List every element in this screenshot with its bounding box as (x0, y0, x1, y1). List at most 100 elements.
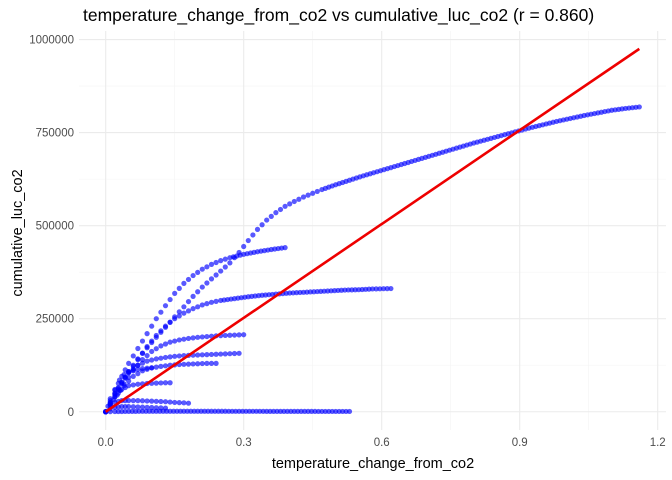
data-point (222, 332, 228, 339)
data-point (185, 308, 192, 314)
data-point (149, 365, 155, 371)
data-point (112, 386, 118, 393)
data-point (107, 396, 113, 402)
data-point (135, 404, 141, 410)
data-point (139, 365, 146, 372)
data-point (172, 353, 178, 359)
data-point (384, 286, 390, 292)
data-point (218, 351, 224, 357)
data-point (296, 196, 302, 202)
data-point (282, 203, 288, 209)
data-point (213, 351, 219, 357)
data-point (144, 352, 150, 359)
data-point (158, 363, 164, 369)
data-point (158, 328, 164, 334)
data-point (149, 338, 155, 344)
data-point (181, 361, 187, 367)
data-point (158, 398, 164, 405)
data-point (310, 190, 316, 196)
y-tick-label: 500000 (36, 221, 74, 233)
data-point (158, 343, 164, 349)
data-point (254, 226, 261, 232)
data-point (153, 332, 159, 339)
data-point (213, 298, 219, 304)
y-axis-tick-labels: 0 250000 500000 750000 1000000 (29, 35, 74, 419)
data-point (130, 373, 136, 379)
y-tick-label: 0 (68, 407, 74, 419)
x-tick-label: 0.9 (512, 437, 528, 449)
data-point (115, 390, 121, 396)
data-point (153, 316, 159, 322)
data-point (139, 404, 146, 410)
data-point (222, 264, 228, 270)
data-point (126, 383, 132, 389)
data-point (176, 353, 182, 359)
data-point (218, 258, 224, 264)
y-tick-label: 1000000 (29, 35, 74, 47)
data-point (204, 333, 210, 340)
data-point (199, 352, 205, 358)
data-point (135, 381, 141, 387)
data-point (227, 351, 233, 357)
data-point (162, 341, 169, 347)
data-point (130, 398, 136, 404)
data-point (204, 360, 210, 366)
y-tick-label: 750000 (36, 128, 74, 140)
data-point (185, 298, 192, 305)
data-point (190, 306, 196, 312)
data-point (222, 256, 228, 262)
data-point (162, 354, 169, 361)
data-point (135, 345, 141, 352)
data-point (231, 332, 238, 338)
data-point (282, 245, 288, 251)
data-point (149, 348, 155, 355)
data-point (126, 368, 132, 375)
data-point (176, 313, 182, 319)
data-point (213, 272, 219, 278)
data-point (167, 380, 173, 386)
data-point (153, 356, 159, 362)
data-point (264, 217, 270, 223)
data-point (231, 350, 238, 357)
data-point (199, 302, 205, 308)
data-point (218, 268, 224, 274)
data-point (199, 360, 205, 367)
data-point (176, 285, 182, 291)
data-point (162, 380, 169, 386)
data-point (172, 399, 178, 406)
x-tick-label: 1.2 (650, 437, 666, 449)
data-point (377, 286, 383, 292)
x-tick-label: 0.0 (98, 437, 114, 449)
data-point (250, 232, 256, 238)
data-point (199, 266, 205, 272)
data-point (259, 222, 265, 228)
data-point (149, 323, 155, 329)
data-point (277, 206, 284, 213)
data-point (241, 243, 247, 250)
data-point (153, 346, 159, 352)
data-point (227, 332, 233, 338)
x-axis-tick-labels: 0.0 0.3 0.6 0.9 1.2 (98, 437, 666, 449)
data-point (116, 377, 123, 383)
data-point (195, 361, 201, 367)
data-point (300, 194, 307, 200)
y-tick-label: 250000 (36, 314, 74, 326)
data-point (305, 192, 311, 198)
data-point (149, 357, 155, 363)
data-point (291, 198, 297, 205)
data-point (190, 293, 196, 299)
data-point (135, 357, 141, 363)
data-point (204, 264, 210, 270)
data-point (208, 261, 215, 267)
data-point (167, 399, 173, 405)
data-point (121, 371, 127, 378)
data-point (190, 272, 196, 279)
data-point (176, 337, 182, 343)
data-point (222, 351, 228, 357)
x-tick-label: 0.6 (374, 437, 390, 449)
data-point (388, 285, 394, 292)
data-point (126, 378, 132, 384)
data-point (162, 399, 169, 405)
